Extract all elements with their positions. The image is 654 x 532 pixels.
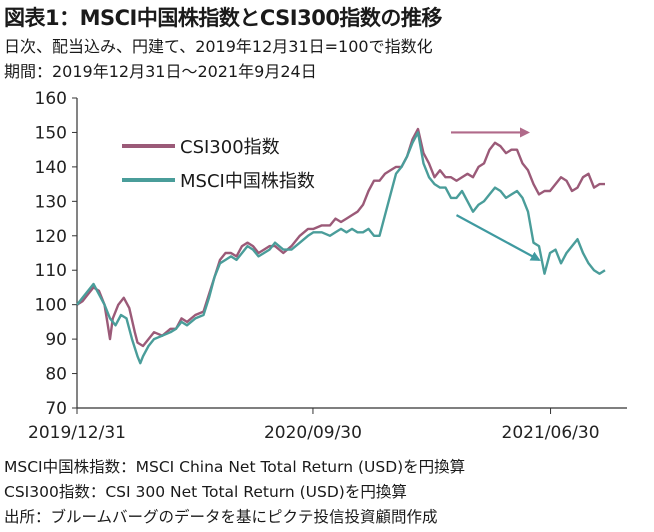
x-tick-label: 2019/12/31: [28, 423, 126, 443]
legend-label: MSCI中国株指数: [180, 171, 315, 192]
x-tick-label: 2020/09/30: [264, 423, 362, 443]
line-chart: 70 80 90 100 110 120 130 140 150 160 2019/12/31 202…: [28, 89, 627, 443]
y-tick-label: 70: [45, 399, 67, 419]
source-note-origin: 出所：ブルームバーグのデータを基にピクテ投信投資顧問作成: [4, 508, 438, 526]
y-tick-label: 120: [35, 227, 67, 247]
series-line-msci: [76, 131, 606, 365]
series-line-csi300: [76, 127, 605, 348]
chart-subtitle: 日次、配当込み、円建て、2019年12月31日=100で指数化: [4, 37, 433, 56]
y-tick-label: 160: [35, 89, 67, 109]
y-tick-label: 80: [45, 365, 67, 385]
y-tick-label: 100: [35, 296, 67, 316]
y-tick-label: 130: [35, 192, 67, 212]
y-tick-label: 110: [35, 261, 67, 281]
source-note-csi300: CSI300指数：CSI 300 Net Total Return (USD)を…: [4, 483, 407, 501]
x-tick-label: 2021/06/30: [502, 423, 600, 443]
y-tick-label: 150: [35, 123, 67, 143]
chart-period: 期間：2019年12月31日～2021年9月24日: [4, 62, 317, 81]
y-tick-label: 90: [45, 330, 67, 350]
legend-label: CSI300指数: [180, 137, 280, 158]
annotation-arrow-msci: [455, 214, 541, 261]
source-note-msci: MSCI中国株指数：MSCI China Net Total Return (U…: [4, 458, 466, 476]
y-tick-label: 140: [35, 158, 67, 178]
chart-title: 図表1：MSCI中国株指数とCSI300指数の推移: [4, 6, 442, 30]
